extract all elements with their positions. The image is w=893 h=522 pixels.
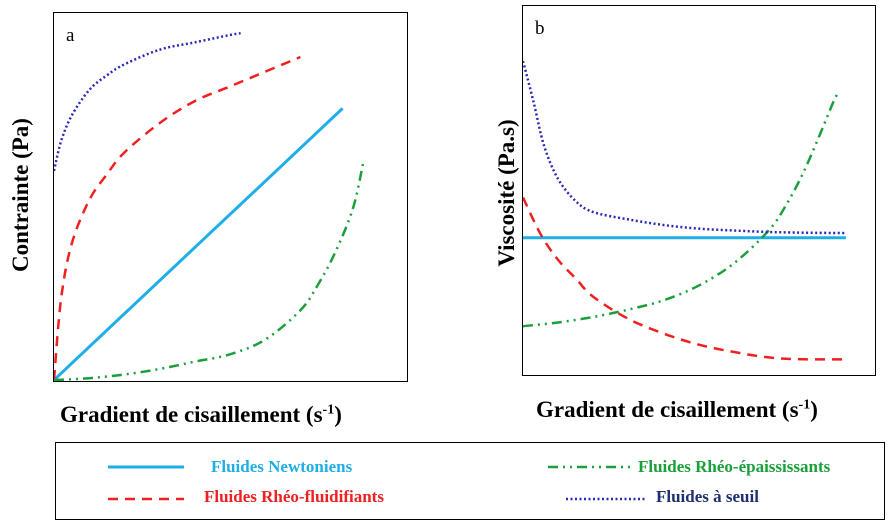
panel-b-x-axis-label-main: Gradient de cisaillement (s	[536, 397, 799, 422]
series-line-a-newtonian	[54, 107, 344, 382]
panel-b-letter: b	[535, 18, 545, 39]
panel-a-svg	[54, 31, 366, 382]
panel-b-plot-area: b	[522, 5, 876, 376]
panel-a-plot-area: a	[53, 12, 408, 382]
series-line-b-shear-thickening	[523, 90, 841, 328]
panel-a-x-axis-label-close: )	[334, 402, 342, 427]
panel-a-x-axis-label: Gradient de cisaillement (s-1)	[60, 402, 342, 428]
legend-label-newtonian: Fluides Newtoniens	[211, 457, 353, 476]
series-line-a-shear-thickening	[54, 159, 366, 382]
series-line-b-shear-thinning	[523, 196, 846, 361]
legend-swatches	[108, 465, 646, 501]
series-line-a-yield	[54, 31, 241, 172]
series-line-a-shear-thinning	[54, 55, 301, 381]
panel-b-svg	[523, 60, 846, 361]
panel-a-letter: a	[66, 25, 75, 46]
legend: Fluides Newtoniens Fluides Rhéo-fluidifi…	[55, 442, 885, 520]
panel-b-x-axis-label-close: )	[810, 397, 818, 422]
legend-label-shear-thickening: Fluides Rhéo-épaississants	[638, 457, 831, 476]
legend-label-yield: Fluides à seuil	[656, 487, 759, 506]
panel-a-x-axis-label-main: Gradient de cisaillement (s	[60, 402, 323, 427]
legend-label-shear-thinning: Fluides Rhéo-fluidifiants	[204, 487, 384, 506]
panel-b-y-axis-label: Viscosité (Pa.s)	[494, 119, 519, 267]
series-line-b-yield	[523, 60, 846, 235]
panel-b-x-axis-label-sup: -1	[798, 397, 811, 413]
panel-a-x-axis-label-sup: -1	[322, 402, 335, 418]
panel-a-y-axis-label: Contrainte (Pa)	[8, 118, 33, 272]
panel-b-x-axis-label: Gradient de cisaillement (s-1)	[536, 397, 818, 423]
